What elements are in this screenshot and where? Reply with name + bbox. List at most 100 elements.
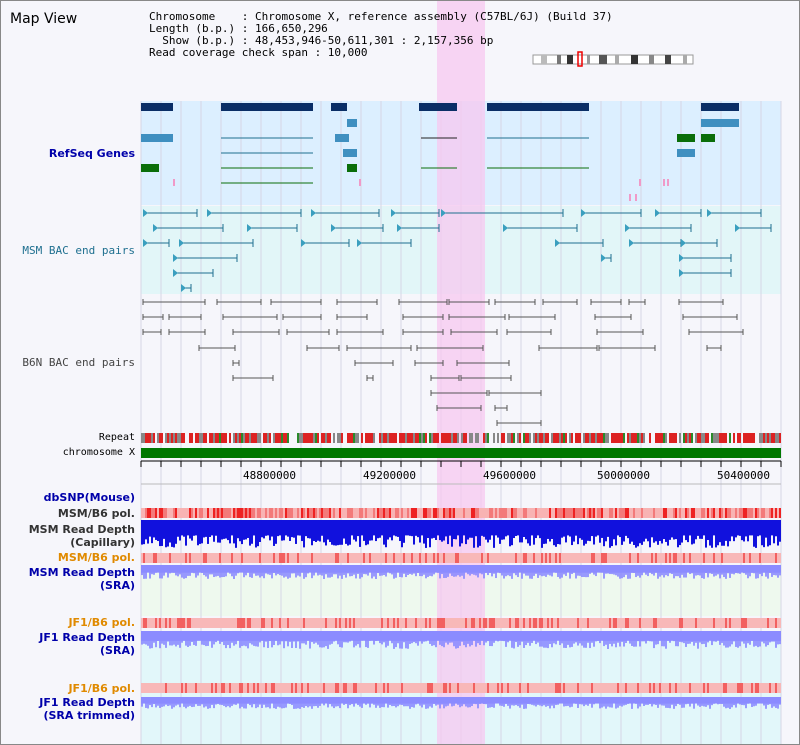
repeat-mark <box>337 433 339 443</box>
track-label-b6n-bac[interactable]: B6N BAC end pairs <box>22 356 135 369</box>
read-depth-bar <box>299 565 301 577</box>
track-label-jf1-depth-trimmed[interactable]: JF1 Read Depth (SRA trimmed) <box>39 696 135 722</box>
polymorphism-mark <box>505 683 507 693</box>
polymorphism-mark <box>763 508 765 518</box>
read-depth-bar <box>691 520 693 545</box>
read-depth-bar <box>579 520 581 539</box>
read-depth-bar <box>777 631 779 645</box>
track-label-msm-b6-pol-2[interactable]: MSM/B6 pol. <box>57 551 135 564</box>
read-depth-bar <box>531 631 533 643</box>
track-label-refseq-genes[interactable]: RefSeq Genes <box>48 147 135 160</box>
read-depth-bar <box>759 565 761 575</box>
polymorphism-mark <box>413 683 415 693</box>
read-depth-bar <box>399 520 401 542</box>
track-label-msm-depth-sra[interactable]: MSM Read Depth (SRA) <box>29 566 135 592</box>
read-depth-bar <box>671 631 673 641</box>
label-line: (SRA) <box>100 579 135 592</box>
read-depth-bar <box>517 631 519 647</box>
read-depth-bar <box>313 631 315 644</box>
read-depth-bar <box>501 565 503 576</box>
polymorphism-mark <box>605 618 607 628</box>
read-depth-bar <box>239 697 241 709</box>
coverage-span-line: Read coverage check span : 10,000 <box>149 46 368 59</box>
polymorphism-mark <box>749 553 751 563</box>
repeat-mark <box>659 433 661 443</box>
read-depth-bar <box>379 631 381 644</box>
polymorphism-mark <box>593 618 595 628</box>
polymorphism-mark <box>733 553 735 563</box>
track-label-msm-b6-pol-1[interactable]: MSM/B6 pol. <box>57 507 135 520</box>
polymorphism-mark <box>427 618 429 628</box>
polymorphism-mark <box>211 683 213 693</box>
read-depth-bar <box>725 631 727 648</box>
polymorphism-mark <box>243 618 245 628</box>
repeat-mark <box>745 433 747 443</box>
gene-block <box>343 149 357 157</box>
read-depth-bar <box>697 565 699 576</box>
track-label-msm-depth-capillary[interactable]: MSM Read Depth (Capillary) <box>29 523 135 549</box>
polymorphism-mark <box>257 508 259 518</box>
read-depth-bar <box>455 631 457 649</box>
read-depth-bar <box>319 631 321 648</box>
read-depth-bar <box>515 631 517 643</box>
read-depth-bar <box>639 631 641 647</box>
polymorphism-mark <box>167 508 169 518</box>
read-depth-bar <box>741 520 743 541</box>
read-depth-bar <box>559 520 561 545</box>
read-depth-bar <box>387 697 389 708</box>
polymorphism-mark <box>311 683 313 693</box>
polymorphism-mark <box>531 508 533 518</box>
polymorphism-mark <box>653 683 655 693</box>
polymorphism-mark <box>637 508 639 518</box>
read-depth-bar <box>755 520 757 548</box>
track-label-jf1-b6-pol-2[interactable]: JF1/B6 pol. <box>68 682 135 695</box>
read-depth-bar <box>147 697 149 709</box>
read-depth-bar <box>223 631 225 646</box>
read-depth-bar <box>193 520 195 536</box>
read-depth-bar <box>225 520 227 539</box>
polymorphism-mark <box>689 553 691 563</box>
polymorphism-mark <box>347 618 349 628</box>
read-depth-bar <box>265 631 267 642</box>
read-depth-bar <box>219 565 221 578</box>
read-depth-bar <box>569 697 571 708</box>
read-depth-bar <box>577 565 579 576</box>
read-depth-bar <box>723 697 725 707</box>
polymorphism-mark <box>305 553 307 563</box>
repeat-mark <box>695 433 697 443</box>
polymorphism-mark <box>323 553 325 563</box>
gene-marker <box>173 179 175 186</box>
track-label-jf1-depth-sra[interactable]: JF1 Read Depth (SRA) <box>39 631 135 657</box>
polymorphism-mark <box>663 508 665 518</box>
polymorphism-mark <box>363 618 365 628</box>
polymorphism-mark <box>281 553 283 563</box>
repeat-mark <box>201 433 203 443</box>
read-depth-bar <box>391 697 393 707</box>
read-depth-bar <box>679 565 681 578</box>
polymorphism-mark <box>463 618 465 628</box>
read-depth-bar <box>595 565 597 577</box>
read-depth-bar <box>675 520 677 540</box>
polymorphism-mark <box>567 553 569 563</box>
repeat-mark <box>631 433 633 443</box>
polymorphism-mark <box>615 553 617 563</box>
track-label-jf1-b6-pol-1[interactable]: JF1/B6 pol. <box>68 616 135 629</box>
chromosome-ideogram <box>532 54 694 65</box>
read-depth-bar <box>705 565 707 574</box>
repeat-mark <box>689 433 691 443</box>
polymorphism-mark <box>163 508 165 518</box>
read-depth-bar <box>337 697 339 707</box>
bac-end-marker <box>655 209 660 217</box>
polymorphism-mark <box>283 508 285 518</box>
polymorphism-mark <box>301 618 303 628</box>
read-depth-bar <box>407 520 409 535</box>
track-label-dbsnp[interactable]: dbSNP(Mouse) <box>43 491 135 504</box>
polymorphism-mark <box>493 508 495 518</box>
repeat-mark <box>507 433 509 443</box>
polymorphism-mark <box>185 618 187 628</box>
read-depth-bar <box>339 565 341 576</box>
track-label-msm-bac[interactable]: MSM BAC end pairs <box>22 244 135 257</box>
read-depth-bar <box>507 565 509 576</box>
polymorphism-mark <box>659 508 661 518</box>
